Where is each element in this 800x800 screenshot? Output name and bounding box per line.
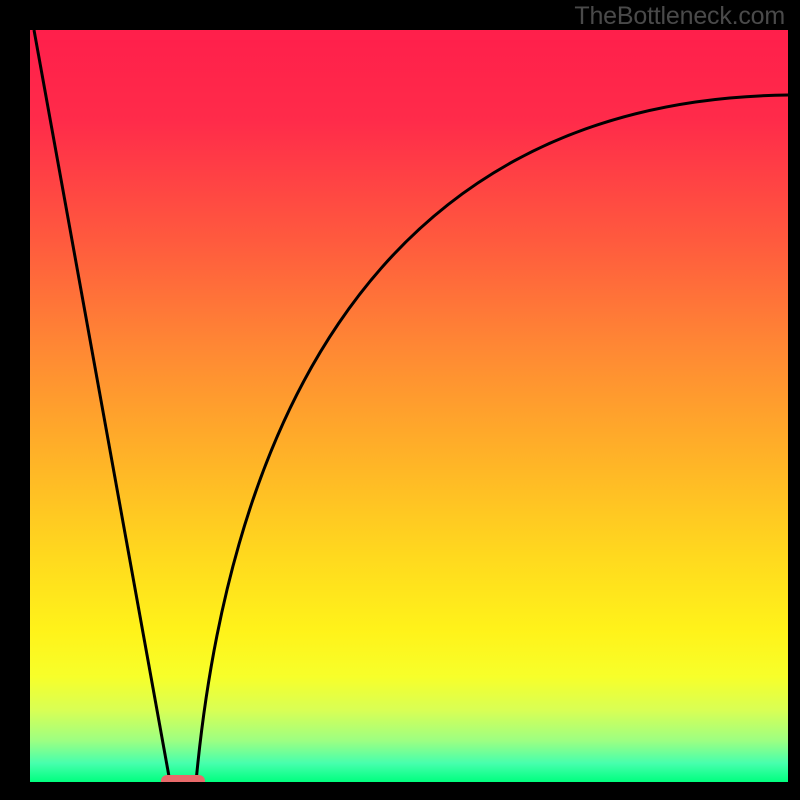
bottleneck-marker: [161, 775, 205, 787]
watermark-text: TheBottleneck.com: [574, 2, 785, 31]
gradient-background: [0, 0, 800, 800]
bottleneck-chart: TheBottleneck.com: [0, 0, 800, 800]
